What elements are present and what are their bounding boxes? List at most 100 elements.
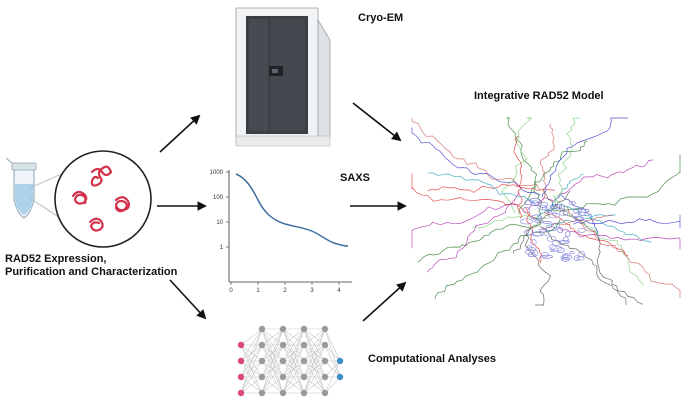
ensemble-core [545,226,557,232]
nn-edge [282,328,305,378]
nn-edge [240,328,263,346]
cryo-em-label: Cryo-EM [358,12,404,24]
ensemble-core [530,200,540,207]
nn-edge [261,328,284,346]
nn-node [300,341,308,349]
nn-node [279,325,287,333]
ensemble-core [556,247,565,254]
nn-node [258,325,266,333]
x-tick-label: 4 [337,288,341,294]
ensemble-core [540,254,553,259]
nn-node [321,373,329,381]
ensemble-chain [513,135,523,219]
arrow-icon [352,102,402,142]
ensemble-core [551,222,560,228]
ensemble-core [537,204,548,211]
nn-edge [282,376,305,394]
ensemble-core [572,207,583,213]
nn-node [300,389,308,397]
nn-edge [303,376,326,394]
saxs-curve [235,173,349,247]
ensemble-chain [472,215,551,229]
nn-node [258,357,266,365]
ensemble-core [550,245,563,252]
ensemble-core [541,252,549,258]
integrative-model-label: Integrative RAD52 Model [474,90,604,102]
nn-edge [303,344,326,394]
nn-edge [282,360,305,394]
ensemble-core [571,213,579,218]
ensemble-chain [411,203,519,249]
ensemble-chain [417,223,542,263]
ensemble-chain [411,118,541,191]
nn-node [300,325,308,333]
ensemble-chain [543,190,627,306]
expression-label-line2: Purification and Characterization [5,266,178,278]
saxs-plot: 1000 100 10 1 0 1 2 3 4 [210,170,352,294]
ensemble-chain [537,173,584,218]
ensemble-chain [518,140,588,215]
ensemble-chain [541,117,629,198]
ensemble-chain [426,192,520,273]
nn-node [336,357,344,365]
nn-edge [261,328,284,362]
ensemble-chain [411,127,541,195]
ensemble-core [530,232,542,237]
nn-node [237,341,245,349]
ensemble-chain [525,227,551,306]
nn-edge [324,376,341,394]
expression-label-line1: RAD52 Expression, [5,253,107,265]
nn-node [300,357,308,365]
nn-edge [324,344,341,362]
ensemble-chain [501,117,532,214]
nn-edge [240,376,263,394]
nn-edge [282,328,305,362]
nn-edge [261,328,284,394]
ensemble-core [577,208,590,213]
nn-node [321,325,329,333]
nn-edge [261,328,284,378]
nn-node [321,341,329,349]
ensemble-core [533,219,544,223]
nn-node [300,373,308,381]
ensemble-chain [563,205,652,243]
ensemble-core [523,229,534,236]
ensemble-core [565,231,571,237]
y-tick-label: 1 [220,245,224,251]
arrow-icon [362,281,407,322]
ensemble-core [562,236,569,243]
y-tick-label: 100 [213,195,224,201]
ensemble-core [552,211,557,216]
ensemble-core [530,239,537,246]
nn-node [279,341,287,349]
nn-node [237,373,245,381]
ensemble-core [558,240,570,244]
nn-node [279,357,287,365]
y-tick-label: 1000 [210,170,224,176]
nn-edge [261,376,284,394]
ensemble-core [546,210,553,213]
ensemble-core [539,228,547,233]
ensemble-core [532,250,539,257]
ensemble-chain [527,159,654,211]
ensemble-core [551,239,561,246]
nn-edge [240,360,263,394]
x-tick-label: 3 [310,288,314,294]
ensemble-core [549,249,555,252]
ensemble-core [560,254,573,260]
ensemble-core [527,252,536,257]
ensemble-chain [434,218,561,299]
ensemble-core [559,210,569,216]
nn-node [321,389,329,397]
ensemble-core [531,214,542,220]
nn-node [336,373,344,381]
ensemble-core [574,216,585,221]
nn-edge [303,328,326,378]
ensemble-core [548,213,560,219]
nn-node [258,373,266,381]
nn-edge [282,344,305,394]
ensemble-core [576,256,585,261]
ensemble-core [558,204,565,211]
nn-edge [303,328,326,346]
